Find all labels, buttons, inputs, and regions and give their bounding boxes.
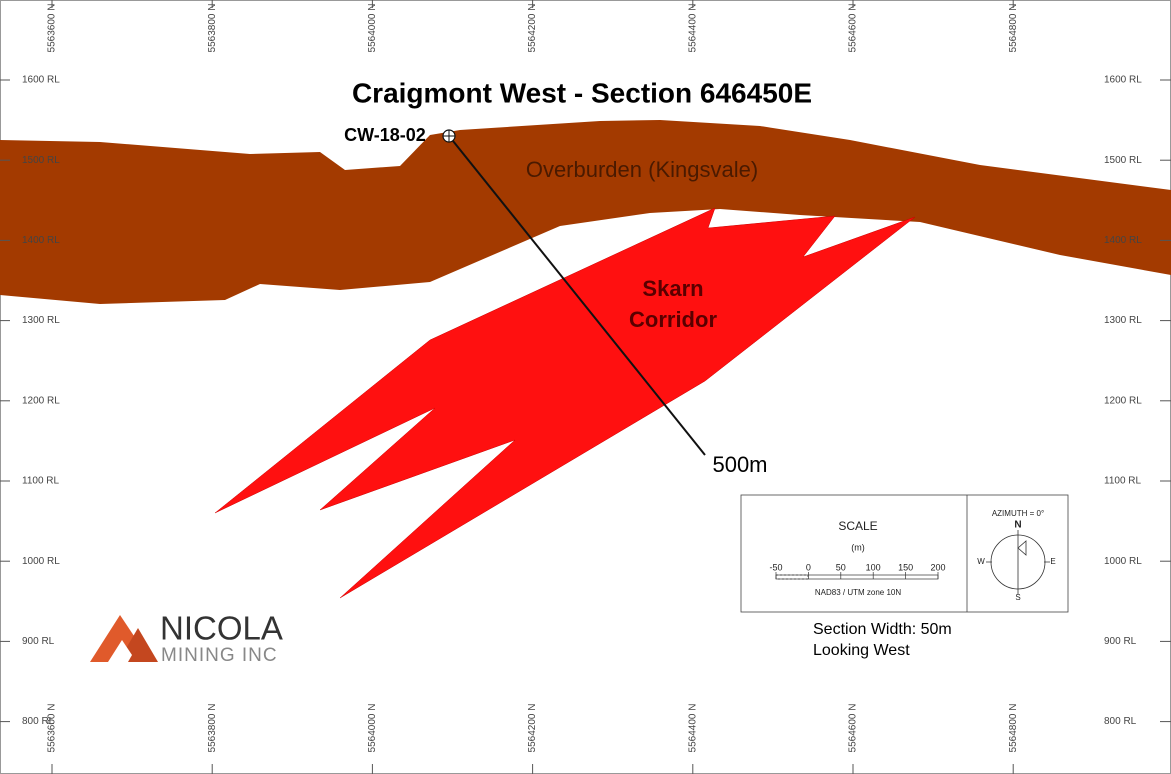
- elevation-label: 1300 RL: [22, 315, 60, 326]
- northing-label: 5563600 N: [47, 704, 58, 753]
- northing-label: 5563600 N: [47, 4, 58, 53]
- scale-bar: [775, 574, 939, 580]
- scale-tick-label: 50: [836, 562, 846, 572]
- northing-label: 5564400 N: [687, 4, 698, 53]
- logo-name: NICOLA: [160, 610, 283, 647]
- elevation-label: 1300 RL: [1104, 315, 1142, 326]
- elevation-label: 1400 RL: [1104, 235, 1142, 246]
- northing-label: 5564200 N: [527, 4, 538, 53]
- skarn-corridor: [214, 207, 916, 599]
- elevation-label: 1000 RL: [22, 556, 60, 567]
- elevation-label: 1500 RL: [1104, 155, 1142, 166]
- elevation-label: 1200 RL: [22, 395, 60, 406]
- drillhole-trace: [448, 135, 706, 456]
- scale-datum: NAD83 / UTM zone 10N: [815, 588, 901, 597]
- northing-label: 5564400 N: [687, 704, 698, 753]
- scale-tick-label: -50: [769, 562, 782, 572]
- northing-label: 5564800 N: [1008, 4, 1019, 53]
- drillhole-name: CW-18-02: [344, 125, 426, 145]
- overburden-label: Overburden (Kingsvale): [526, 157, 758, 182]
- elevation-label: 1000 RL: [1104, 556, 1142, 567]
- northing-label: 5564000 N: [367, 704, 378, 753]
- northing-label: 5564600 N: [848, 4, 859, 53]
- northing-label: 5564200 N: [527, 704, 538, 753]
- northing-label: 5563800 N: [207, 4, 218, 53]
- elevation-label: 1400 RL: [22, 235, 60, 246]
- compass-label: S: [1015, 593, 1020, 602]
- collar-cross: [443, 130, 455, 142]
- compass-ticks: [986, 530, 1050, 594]
- skarn-label: Skarn: [642, 276, 703, 301]
- compass-label: W: [977, 557, 985, 566]
- section-note: Looking West: [813, 642, 910, 659]
- logo-mark: [90, 615, 158, 662]
- skarn-label: Corridor: [629, 307, 717, 332]
- elevation-label: 1100 RL: [1104, 476, 1142, 487]
- elevation-label: 1600 RL: [22, 75, 60, 86]
- scale-tick-label: 0: [806, 562, 811, 572]
- compass-label: E: [1050, 557, 1055, 566]
- elevation-label: 1500 RL: [22, 155, 60, 166]
- elevation-label: 1200 RL: [1104, 395, 1142, 406]
- elevation-label: 800 RL: [1104, 716, 1137, 727]
- scale-box: [740, 494, 1069, 613]
- elevation-label: 800 RL: [22, 716, 55, 727]
- scale-title: SCALE: [838, 519, 877, 533]
- elevation-label: 1600 RL: [1104, 75, 1142, 86]
- azimuth-label: AZIMUTH = 0°: [992, 509, 1044, 518]
- northing-label: 5563800 N: [207, 704, 218, 753]
- section-note: Section Width: 50m: [813, 621, 952, 638]
- scale-tick-label: 100: [866, 562, 881, 572]
- elevation-label: 900 RL: [22, 636, 55, 647]
- scale-unit: (m): [851, 542, 865, 552]
- logo-sub: MINING INC: [161, 645, 278, 666]
- compass-label: N: [1014, 520, 1021, 531]
- compass-arrow: [1017, 540, 1027, 556]
- scale-tick-label: 150: [898, 562, 913, 572]
- drillhole-depth: 500m: [712, 452, 767, 477]
- northing-label: 5564600 N: [848, 704, 859, 753]
- elevation-label: 1100 RL: [22, 476, 60, 487]
- northing-label: 5564800 N: [1008, 704, 1019, 753]
- title: Craigmont West - Section 646450E: [352, 77, 812, 108]
- scale-tick-label: 200: [930, 562, 945, 572]
- overburden: [0, 120, 1171, 304]
- northing-label: 5564000 N: [367, 4, 378, 53]
- elevation-label: 900 RL: [1104, 636, 1137, 647]
